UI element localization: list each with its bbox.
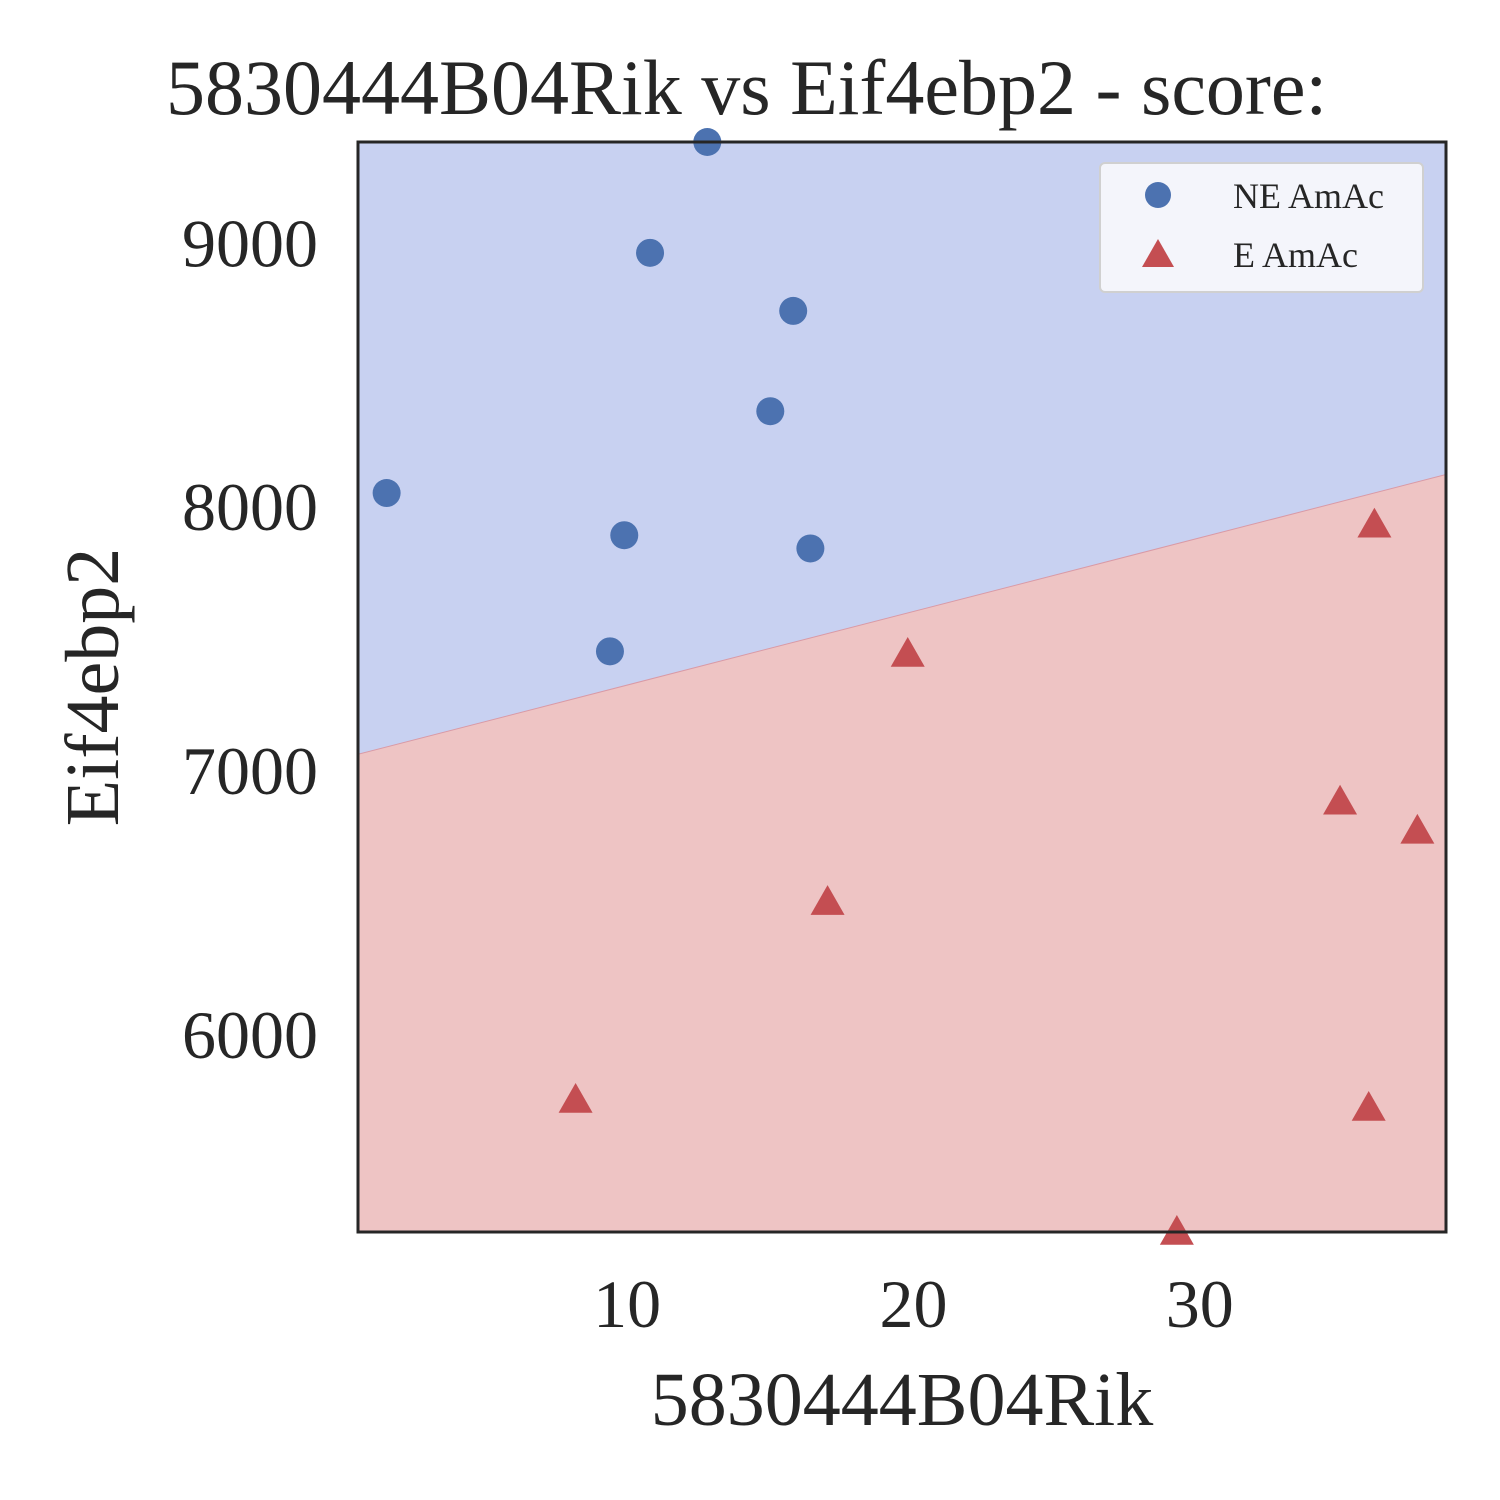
point-e-amac xyxy=(1357,507,1392,538)
y-tick-label: 7000 xyxy=(182,733,318,809)
y-tick-label: 9000 xyxy=(182,205,318,281)
legend: NE AmAc E AmAc xyxy=(1099,162,1424,293)
y-axis-label: Eif4ebp2 xyxy=(51,548,135,827)
x-axis-label: 5830444B04Rik xyxy=(651,1358,1154,1442)
legend-box xyxy=(1099,162,1424,293)
point-ne-amac xyxy=(636,238,665,267)
region-e-amac xyxy=(358,474,1446,1232)
point-e-amac xyxy=(1400,813,1435,844)
plot-frame xyxy=(356,140,1448,1234)
point-ne-amac xyxy=(595,637,624,666)
point-ne-amac xyxy=(779,296,808,325)
point-ne-amac xyxy=(756,397,785,426)
point-e-amac xyxy=(1351,1090,1386,1121)
data-points xyxy=(372,128,1435,1245)
point-e-amac xyxy=(558,1083,593,1113)
point-ne-amac xyxy=(610,521,639,550)
region-ne-amac xyxy=(358,142,1446,755)
x-axis-ticks: 10 20 30 xyxy=(593,1266,1234,1342)
chart-title: 5830444B04Rik vs Eif4ebp2 - score: xyxy=(166,44,1327,131)
legend-label-e-amac: E AmAc xyxy=(1233,235,1358,275)
decision-boundary-line xyxy=(358,474,1446,755)
point-e-amac xyxy=(1323,784,1358,815)
point-ne-amac xyxy=(372,479,401,508)
legend-marker-e-amac xyxy=(1142,239,1174,267)
y-tick-label: 6000 xyxy=(182,997,318,1073)
point-e-amac xyxy=(1159,1215,1194,1245)
point-e-amac xyxy=(890,637,925,667)
point-e-amac xyxy=(810,885,845,915)
y-axis-ticks: 6000 7000 8000 9000 xyxy=(182,205,318,1073)
point-ne-amac xyxy=(796,534,825,563)
decision-regions xyxy=(358,142,1446,1232)
y-tick-label: 8000 xyxy=(182,469,318,545)
legend-marker-ne-amac xyxy=(1145,182,1171,208)
legend-label-ne-amac: NE AmAc xyxy=(1233,176,1384,216)
x-tick-label: 30 xyxy=(1166,1266,1234,1342)
x-tick-label: 20 xyxy=(879,1266,947,1342)
x-tick-label: 10 xyxy=(593,1266,661,1342)
